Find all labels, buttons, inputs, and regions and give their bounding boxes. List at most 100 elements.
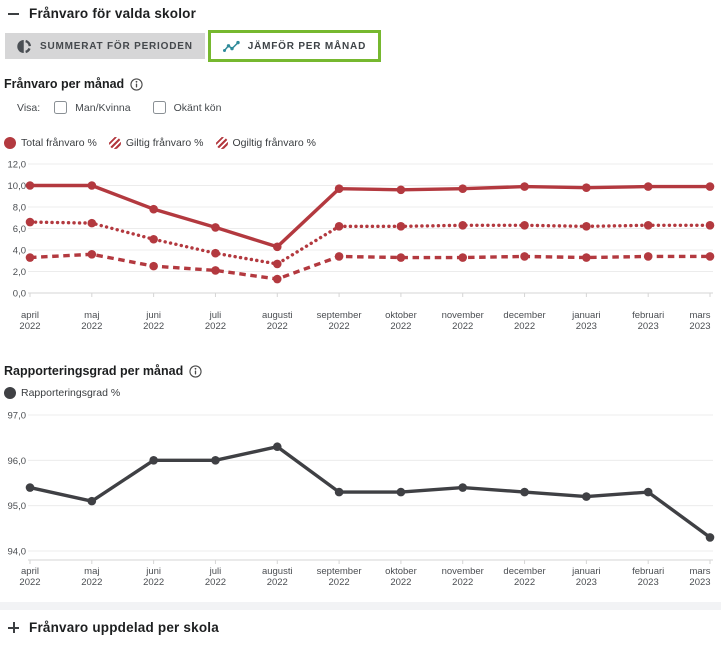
- collapse-minus-icon: [8, 12, 19, 15]
- svg-text:april: april: [21, 310, 39, 321]
- info-icon[interactable]: [189, 364, 202, 378]
- svg-text:september: september: [317, 310, 362, 321]
- svg-text:juli: juli: [209, 310, 222, 321]
- svg-text:2023: 2023: [689, 321, 710, 332]
- svg-text:2022: 2022: [267, 321, 288, 332]
- absence-chart-header: Frånvaro per månad: [4, 77, 143, 91]
- svg-text:12,0: 12,0: [8, 160, 27, 171]
- legend-item-rapporteringsgrad: Rapporteringsgrad %: [4, 387, 120, 399]
- reporting-line-chart: 97,096,095,094,0april2022maj2022juni2022…: [8, 411, 715, 588]
- svg-text:2022: 2022: [329, 321, 350, 332]
- svg-text:mars: mars: [689, 310, 710, 321]
- section-header-valda-skolor[interactable]: Frånvaro för valda skolor: [8, 6, 196, 21]
- reporting-chart-legend: Rapporteringsgrad %: [4, 387, 120, 399]
- legend-label: Rapporteringsgrad %: [21, 387, 121, 399]
- svg-text:2,0: 2,0: [13, 267, 26, 278]
- tab-label: JÄMFÖR PER MÅNAD: [247, 40, 367, 52]
- svg-text:2022: 2022: [81, 577, 102, 588]
- svg-text:2022: 2022: [81, 321, 102, 332]
- svg-text:10,0: 10,0: [8, 181, 27, 192]
- legend-item-total: Total frånvaro %: [4, 137, 97, 149]
- expand-plus-icon: [8, 622, 19, 633]
- svg-text:4,0: 4,0: [13, 246, 26, 257]
- svg-text:8,0: 8,0: [13, 203, 26, 214]
- svg-text:2023: 2023: [638, 321, 659, 332]
- svg-text:november: november: [442, 566, 484, 577]
- legend-label: Ogiltig frånvaro %: [232, 137, 316, 149]
- gender-filter-row: Visa: Man/Kvinna Okänt kön: [17, 101, 243, 114]
- section-title: Frånvaro uppdelad per skola: [29, 620, 219, 635]
- svg-text:2022: 2022: [267, 577, 288, 588]
- svg-text:97,0: 97,0: [8, 411, 27, 422]
- legend-marker-solid-circle-icon: [4, 387, 16, 399]
- absence-chart-legend: Total frånvaro % Giltig frånvaro % Ogilt…: [4, 137, 316, 149]
- svg-text:2022: 2022: [452, 577, 473, 588]
- absence-line-chart: 12,010,08,06,04,02,00,0april2022maj2022j…: [8, 160, 715, 332]
- legend-label: Giltig frånvaro %: [125, 137, 204, 149]
- checkbox-okant-kon[interactable]: [152, 101, 166, 114]
- svg-text:augusti: augusti: [262, 310, 293, 321]
- svg-text:2022: 2022: [390, 321, 411, 332]
- tab-summerat-for-perioden[interactable]: SUMMERAT FÖR PERIODEN: [5, 33, 205, 59]
- checkbox-label: Man/Kvinna: [75, 101, 131, 114]
- svg-text:maj: maj: [84, 566, 99, 577]
- svg-text:2023: 2023: [576, 321, 597, 332]
- donut-chart-icon: [17, 39, 32, 53]
- checkbox-label: Okänt kön: [173, 101, 222, 114]
- svg-text:februari: februari: [632, 310, 664, 321]
- svg-text:januari: januari: [571, 566, 601, 577]
- absence-chart-title: Frånvaro per månad: [4, 77, 125, 91]
- visa-label: Visa:: [17, 101, 41, 114]
- svg-text:september: september: [317, 566, 362, 577]
- svg-text:2022: 2022: [143, 577, 164, 588]
- legend-item-giltig: Giltig frånvaro %: [108, 137, 204, 149]
- svg-text:oktober: oktober: [385, 310, 417, 321]
- section-title: Frånvaro för valda skolor: [29, 6, 197, 21]
- svg-text:juli: juli: [209, 566, 222, 577]
- svg-text:2022: 2022: [205, 321, 226, 332]
- svg-text:2022: 2022: [329, 577, 350, 588]
- svg-text:2022: 2022: [390, 577, 411, 588]
- svg-text:2023: 2023: [689, 577, 710, 588]
- svg-text:november: november: [442, 310, 484, 321]
- svg-text:2022: 2022: [514, 321, 535, 332]
- reporting-chart-header: Rapporteringsgrad per månad: [4, 364, 202, 378]
- svg-text:maj: maj: [84, 310, 99, 321]
- section-divider: [0, 602, 721, 610]
- info-icon[interactable]: [130, 77, 143, 91]
- legend-marker-solid-circle-icon: [4, 137, 16, 149]
- svg-text:94,0: 94,0: [8, 547, 27, 558]
- svg-text:april: april: [21, 566, 39, 577]
- reporting-chart-title: Rapporteringsgrad per månad: [4, 364, 184, 378]
- svg-text:2022: 2022: [452, 321, 473, 332]
- svg-text:2022: 2022: [205, 577, 226, 588]
- view-tabs: SUMMERAT FÖR PERIODEN JÄMFÖR PER MÅNAD: [5, 30, 382, 62]
- svg-text:0,0: 0,0: [13, 289, 26, 300]
- svg-text:augusti: augusti: [262, 566, 293, 577]
- svg-text:95,0: 95,0: [8, 501, 27, 512]
- svg-text:2023: 2023: [638, 577, 659, 588]
- svg-text:2022: 2022: [143, 321, 164, 332]
- svg-text:6,0: 6,0: [13, 224, 26, 235]
- svg-text:2022: 2022: [514, 577, 535, 588]
- svg-text:december: december: [503, 310, 545, 321]
- tab-jamfor-per-manad[interactable]: JÄMFÖR PER MÅNAD: [207, 30, 382, 62]
- svg-text:mars: mars: [689, 566, 710, 577]
- svg-text:2022: 2022: [19, 321, 40, 332]
- section-header-uppdelad-per-skola[interactable]: Frånvaro uppdelad per skola: [8, 620, 219, 635]
- tab-label: SUMMERAT FÖR PERIODEN: [40, 40, 193, 52]
- svg-text:januari: januari: [571, 310, 601, 321]
- svg-text:2023: 2023: [576, 577, 597, 588]
- legend-marker-striped-circle-icon: [215, 137, 228, 149]
- svg-text:december: december: [503, 566, 545, 577]
- checkbox-man-kvinna[interactable]: [54, 101, 68, 114]
- svg-text:96,0: 96,0: [8, 456, 27, 467]
- svg-text:2022: 2022: [19, 577, 40, 588]
- svg-text:oktober: oktober: [385, 566, 417, 577]
- legend-label: Total frånvaro %: [21, 137, 97, 149]
- legend-item-ogiltig: Ogiltig frånvaro %: [215, 137, 316, 149]
- svg-text:juni: juni: [145, 566, 161, 577]
- legend-marker-striped-circle-icon: [108, 137, 121, 149]
- svg-text:februari: februari: [632, 566, 664, 577]
